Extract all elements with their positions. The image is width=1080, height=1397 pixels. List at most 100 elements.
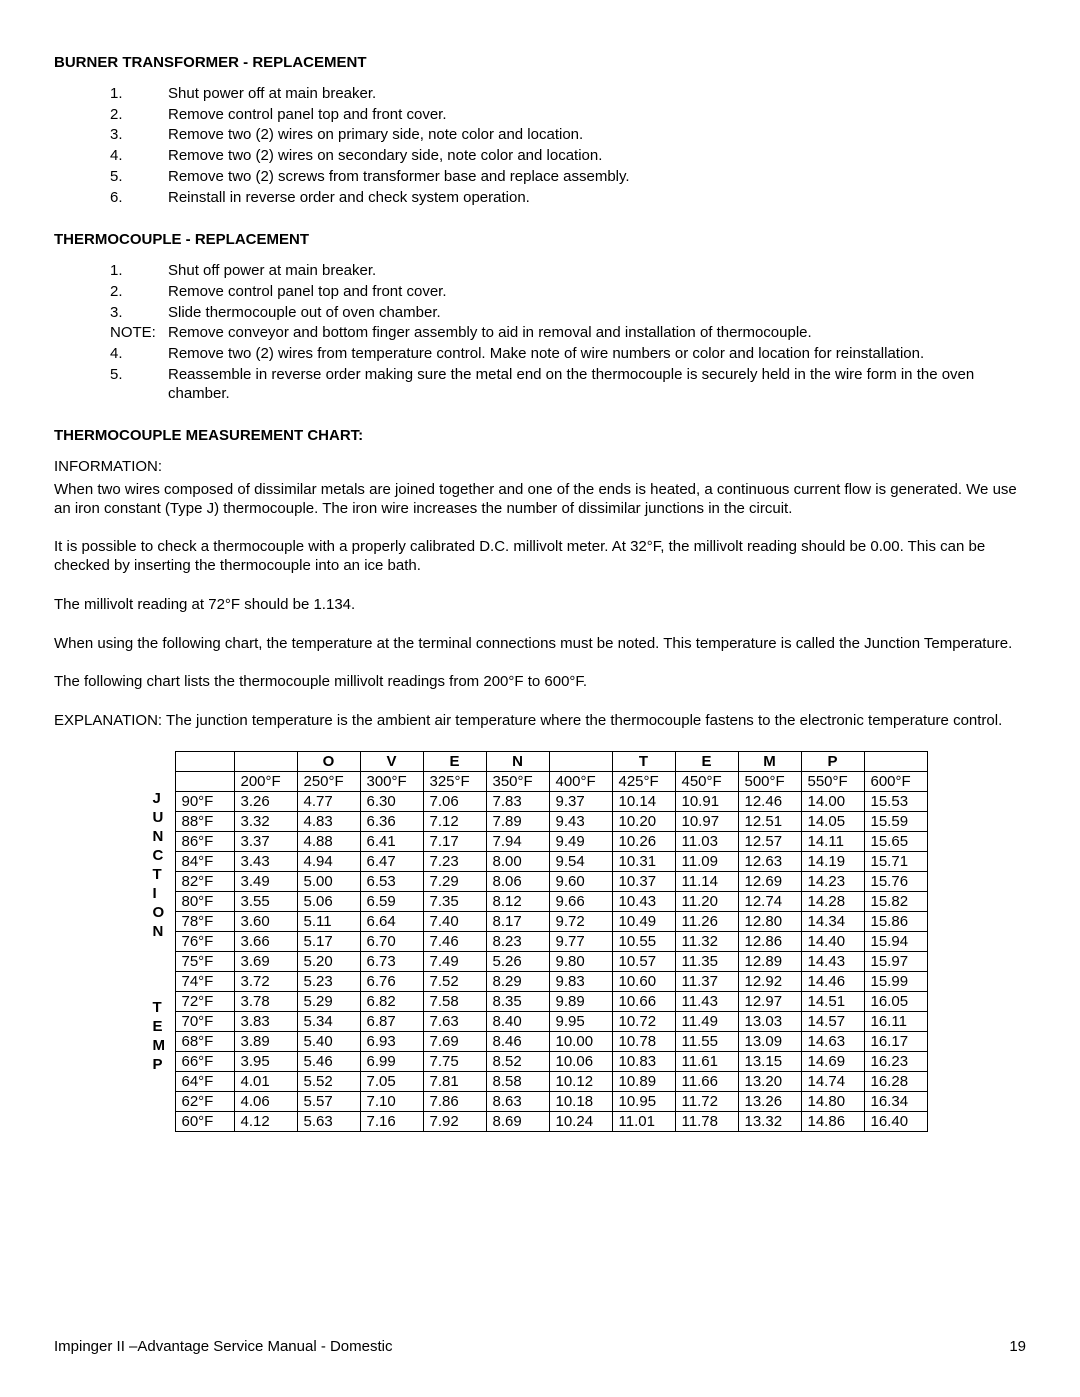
value-cell: 10.91	[675, 791, 738, 811]
value-cell: 14.86	[801, 1111, 864, 1131]
value-cell: 12.57	[738, 831, 801, 851]
value-cell: 6.41	[360, 831, 423, 851]
value-cell: 11.66	[675, 1071, 738, 1091]
value-cell: 9.66	[549, 891, 612, 911]
value-cell: 10.95	[612, 1091, 675, 1111]
value-cell: 8.00	[486, 851, 549, 871]
value-cell: 5.52	[297, 1071, 360, 1091]
value-cell: 14.34	[801, 911, 864, 931]
value-cell: 5.29	[297, 991, 360, 1011]
value-cell: 7.06	[423, 791, 486, 811]
list-item-number: 4.	[110, 345, 168, 364]
section1-list: 1.Shut power off at main breaker.2.Remov…	[110, 85, 1026, 208]
value-cell: 14.80	[801, 1091, 864, 1111]
value-cell: 11.61	[675, 1051, 738, 1071]
value-cell: 5.06	[297, 891, 360, 911]
value-cell: 10.20	[612, 811, 675, 831]
value-cell: 11.78	[675, 1111, 738, 1131]
value-cell: 13.32	[738, 1111, 801, 1131]
junction-temp-cell: 60°F	[175, 1111, 234, 1131]
value-cell: 6.36	[360, 811, 423, 831]
value-cell: 5.57	[297, 1091, 360, 1111]
value-cell: 12.69	[738, 871, 801, 891]
value-cell: 10.00	[549, 1031, 612, 1051]
table-row: 76°F3.665.176.707.468.239.7710.5511.3212…	[175, 931, 927, 951]
value-cell: 15.82	[864, 891, 927, 911]
value-cell: 3.55	[234, 891, 297, 911]
junction-label-letter	[153, 1093, 171, 1112]
junction-temp-cell: 68°F	[175, 1031, 234, 1051]
value-cell: 15.59	[864, 811, 927, 831]
list-item: 3.Remove two (2) wires on primary side, …	[110, 126, 1026, 145]
junction-temp-cell: 64°F	[175, 1071, 234, 1091]
value-cell: 10.31	[612, 851, 675, 871]
value-cell: 16.17	[864, 1031, 927, 1051]
value-cell: 8.23	[486, 931, 549, 951]
list-item-number: 1.	[110, 262, 168, 281]
list-item: 1.Shut off power at main breaker.	[110, 262, 1026, 281]
junction-temp-cell: 66°F	[175, 1051, 234, 1071]
value-cell: 16.05	[864, 991, 927, 1011]
value-cell: 10.78	[612, 1031, 675, 1051]
oven-header-cell: E	[675, 751, 738, 771]
oven-header-cell: P	[801, 751, 864, 771]
value-cell: 7.49	[423, 951, 486, 971]
value-cell: 5.34	[297, 1011, 360, 1031]
value-cell: 10.89	[612, 1071, 675, 1091]
table-row: 78°F3.605.116.647.408.179.7210.4911.2612…	[175, 911, 927, 931]
value-cell: 9.77	[549, 931, 612, 951]
value-cell: 3.60	[234, 911, 297, 931]
value-cell: 7.63	[423, 1011, 486, 1031]
value-cell: 7.12	[423, 811, 486, 831]
junction-label-letter: N	[153, 827, 171, 846]
info-paragraph-3: The millivolt reading at 72°F should be …	[54, 596, 1026, 615]
value-cell: 9.43	[549, 811, 612, 831]
value-cell: 10.60	[612, 971, 675, 991]
value-cell: 7.16	[360, 1111, 423, 1131]
thermocouple-table: OVENTEMP200°F250°F300°F325°F350°F400°F42…	[175, 751, 928, 1132]
table-row: 82°F3.495.006.537.298.069.6010.3711.1412…	[175, 871, 927, 891]
junction-label-letter: J	[153, 789, 171, 808]
value-cell: 14.74	[801, 1071, 864, 1091]
oven-header-cell: N	[486, 751, 549, 771]
junction-label-letter: P	[153, 1055, 171, 1074]
value-cell: 12.46	[738, 791, 801, 811]
value-cell: 16.40	[864, 1111, 927, 1131]
value-cell: 10.97	[675, 811, 738, 831]
table-row: 64°F4.015.527.057.818.5810.1210.8911.661…	[175, 1071, 927, 1091]
list-item-number: 6.	[110, 189, 168, 208]
junction-label-spacer	[153, 770, 171, 789]
section2-list: 1.Shut off power at main breaker.2.Remov…	[110, 262, 1026, 403]
value-cell: 3.95	[234, 1051, 297, 1071]
column-header-cell: 325°F	[423, 771, 486, 791]
page: BURNER TRANSFORMER - REPLACEMENT 1.Shut …	[0, 0, 1080, 1397]
value-cell: 3.83	[234, 1011, 297, 1031]
value-cell: 12.92	[738, 971, 801, 991]
value-cell: 15.76	[864, 871, 927, 891]
value-cell: 14.43	[801, 951, 864, 971]
value-cell: 12.97	[738, 991, 801, 1011]
value-cell: 11.26	[675, 911, 738, 931]
value-cell: 4.12	[234, 1111, 297, 1131]
value-cell: 14.69	[801, 1051, 864, 1071]
value-cell: 6.59	[360, 891, 423, 911]
junction-temp-cell: 74°F	[175, 971, 234, 991]
value-cell: 9.49	[549, 831, 612, 851]
value-cell: 7.92	[423, 1111, 486, 1131]
table-row: 66°F3.955.466.997.758.5210.0610.8311.611…	[175, 1051, 927, 1071]
value-cell: 11.37	[675, 971, 738, 991]
value-cell: 8.69	[486, 1111, 549, 1131]
value-cell: 10.18	[549, 1091, 612, 1111]
value-cell: 3.43	[234, 851, 297, 871]
value-cell: 7.81	[423, 1071, 486, 1091]
junction-temp-cell: 70°F	[175, 1011, 234, 1031]
junction-temp-cell: 82°F	[175, 871, 234, 891]
column-header-cell: 400°F	[549, 771, 612, 791]
value-cell: 8.63	[486, 1091, 549, 1111]
column-header-cell: 300°F	[360, 771, 423, 791]
value-cell: 15.94	[864, 931, 927, 951]
oven-header-cell: E	[423, 751, 486, 771]
value-cell: 4.88	[297, 831, 360, 851]
list-item: 2.Remove control panel top and front cov…	[110, 106, 1026, 125]
value-cell: 3.49	[234, 871, 297, 891]
